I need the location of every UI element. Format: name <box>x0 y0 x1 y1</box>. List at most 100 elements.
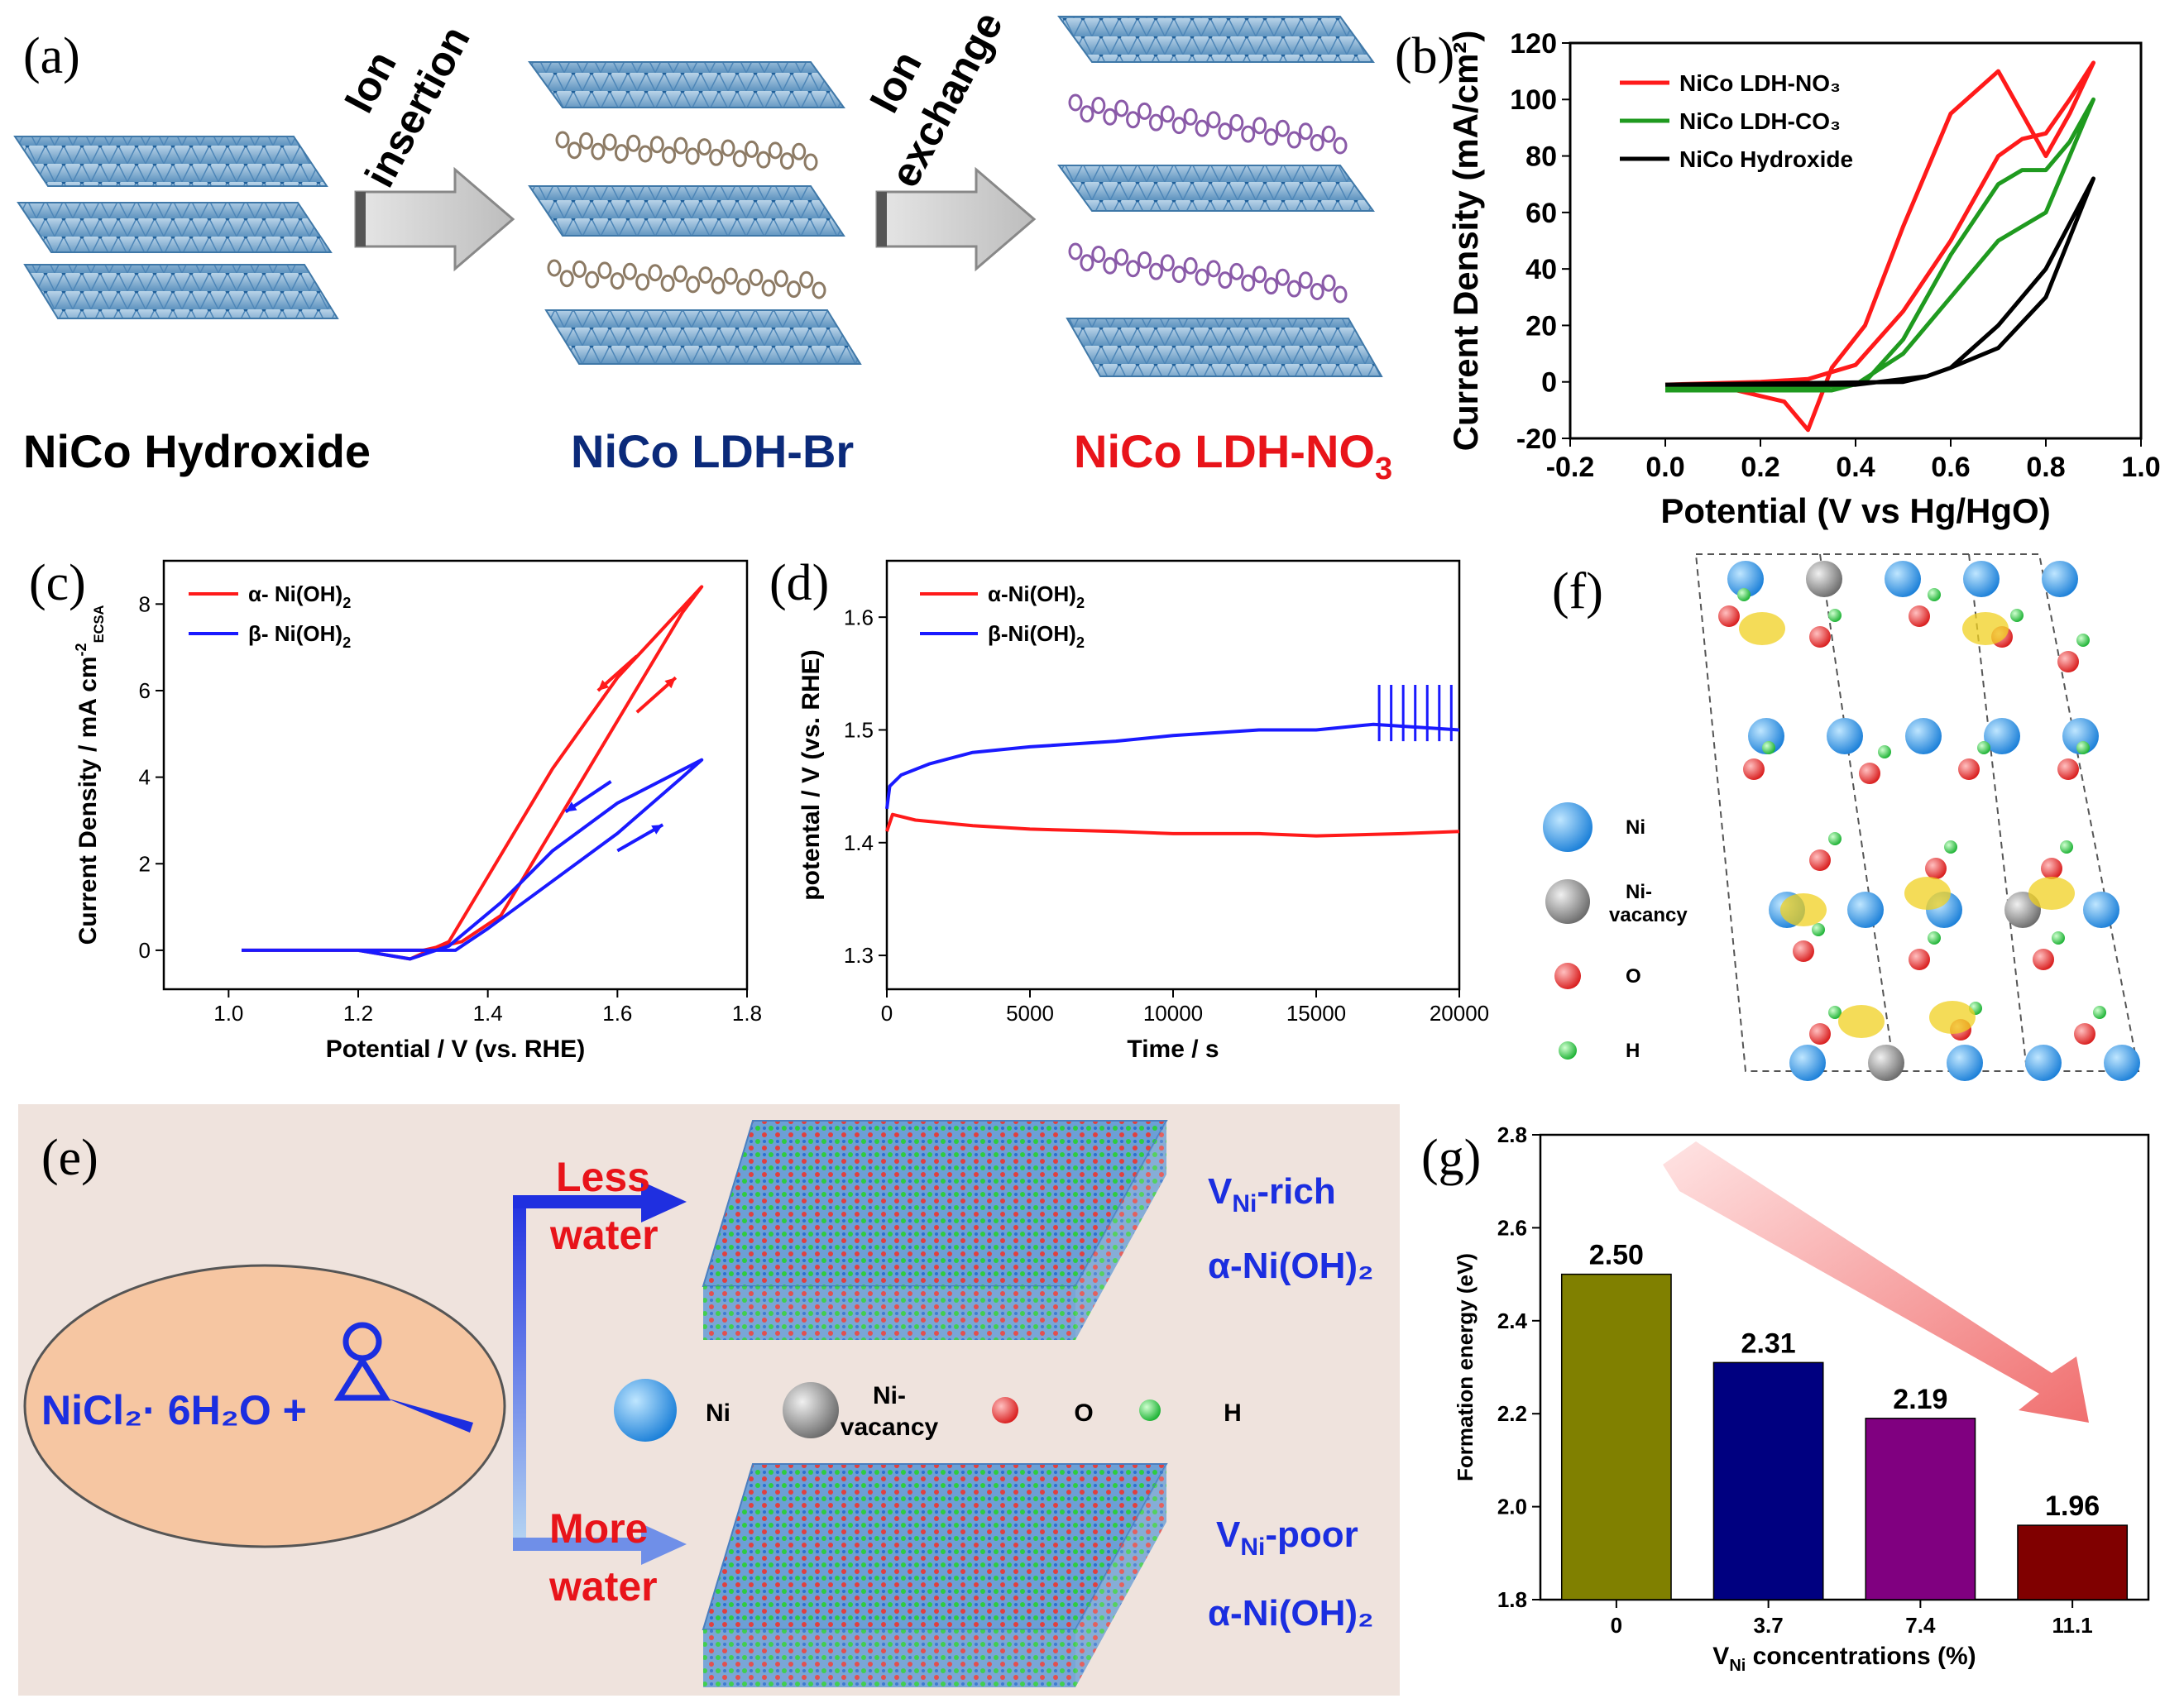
crystal-atom <box>1878 745 1891 758</box>
x-axis-label: VNi concentrations (%) <box>1712 1643 1976 1675</box>
interlayer-ion <box>1321 125 1336 143</box>
crystal-atom <box>2062 718 2099 754</box>
x-tick-label: 0.8 <box>2026 452 2065 483</box>
x-tick-label: 1.8 <box>732 1001 762 1026</box>
interlayer-ion <box>1171 117 1186 135</box>
interlayer-ion <box>779 152 794 170</box>
legend-e: Ni Ni-vacancy O H <box>614 1379 1242 1442</box>
interlayer-ion <box>1160 105 1175 123</box>
interlayer-ion <box>1195 119 1209 137</box>
panel-c-label: (c) <box>29 555 86 611</box>
panel-d: (d) 0 5000 10000 15000 20000 1.3 1.4 1.5 1.6 Time… <box>769 555 1489 1063</box>
y-tick-label: 1.6 <box>844 605 874 629</box>
x-tick-label: 15000 <box>1286 1001 1346 1026</box>
crystal-atom <box>2060 840 2073 854</box>
series-line-1 <box>242 758 704 961</box>
bar <box>1560 1273 1672 1600</box>
interlayer-ion <box>1206 111 1221 129</box>
legend-label: β-Ni(OH)2 <box>988 621 1085 651</box>
alpha-niooh-lower: α-Ni(OH)₂ <box>1208 1593 1374 1634</box>
crystal-atom <box>2093 1006 2106 1019</box>
interlayer-ion <box>711 276 726 294</box>
crystal-atom <box>1859 763 1880 784</box>
series-line-1 <box>1665 97 2095 393</box>
legend-ball <box>1559 1041 1577 1060</box>
interlayer-ion <box>649 136 664 154</box>
charge-isosurface <box>2028 877 2075 910</box>
interlayer-ion <box>547 259 562 277</box>
crystal-atom <box>1718 605 1740 627</box>
interlayer-ion <box>768 141 783 160</box>
bar <box>2017 1524 2129 1600</box>
y-axis-label-sub: ECSA <box>92 605 107 643</box>
vni-poor-label: VNi-poor <box>1216 1514 1358 1561</box>
interlayer-ion <box>1321 274 1336 292</box>
interlayer-ion <box>1206 260 1221 278</box>
interlayer-ion <box>1229 113 1244 132</box>
interlayer-ion <box>1229 262 1244 280</box>
interlayer-ion <box>638 145 653 163</box>
y-tick-label: 1.5 <box>844 718 874 743</box>
crystal-atom <box>1737 588 1751 601</box>
caption-nico-hydroxide: NiCo Hydroxide <box>23 425 371 477</box>
interlayer-ion <box>1114 248 1129 266</box>
crystal-atom <box>1828 609 1842 622</box>
legend-label: NiCo LDH-NO₃ <box>1679 70 1841 96</box>
interlayer-ion <box>709 148 724 166</box>
crystal-atom <box>2052 931 2065 945</box>
interlayer-ion <box>732 150 747 168</box>
bar <box>1712 1361 1824 1600</box>
interlayer-ion <box>1218 271 1233 289</box>
interlayer-ion <box>1195 268 1209 286</box>
interlayer-ion <box>1068 93 1083 112</box>
crystal-atom <box>2041 858 2062 879</box>
series-line-0 <box>885 812 1460 838</box>
crystal-atom <box>1909 605 1930 627</box>
panel-a: (a) Ion insertion Ion exchange <box>13 4 1392 486</box>
plot-frame <box>885 559 1461 991</box>
legend-label-sub: 2 <box>1076 595 1085 611</box>
crystal-atom <box>1809 1023 1831 1045</box>
panel-g-label: (g) <box>1421 1130 1481 1186</box>
bar-value-label: 2.31 <box>1741 1328 1796 1359</box>
interlayer-ion <box>1298 271 1313 289</box>
interlayer-ion <box>812 281 826 299</box>
interlayer-ion <box>567 141 582 160</box>
y-tick-label: 2.6 <box>1497 1215 1527 1240</box>
interlayer-ion <box>1298 122 1313 141</box>
legend-ball <box>992 1397 1018 1423</box>
crystal-atom <box>2076 741 2090 754</box>
panel-d-label: (d) <box>769 555 829 611</box>
legend-label: vacancy <box>841 1414 939 1441</box>
crystal-atom <box>1928 931 1941 945</box>
interlayer-ion <box>756 151 771 169</box>
crystal-atom <box>1944 840 1957 854</box>
interlayer-ion <box>736 278 751 296</box>
y-tick-label: 1.3 <box>844 943 874 968</box>
panel-e: (e) NiCl₂· 6H₂O + Less water More water <box>18 1104 1400 1696</box>
series-line-1 <box>885 722 1460 810</box>
interlayer-ion <box>697 138 711 156</box>
interlayer-ion <box>1252 117 1267 135</box>
interlayer-ion <box>635 273 650 291</box>
legend-label: Ni <box>706 1399 730 1427</box>
interlayer-ion <box>1148 262 1163 280</box>
x-tick-label: 0.0 <box>1645 452 1684 483</box>
plot-frame <box>162 559 749 991</box>
interlayer-ion <box>673 136 688 155</box>
interlayer-ion <box>648 264 663 282</box>
plot-frame <box>1539 1133 2150 1601</box>
interlayer-ion <box>1241 125 1256 143</box>
charge-isosurface <box>1962 612 2009 645</box>
chart-g: 1.8 2.0 2.2 2.4 2.6 2.8 2.50 0 2.31 3.7 2.19 7.4 1.9… <box>1453 1122 2150 1675</box>
panel-g: (g) 1.8 2.0 2.2 2.4 2.6 2.8 2.50 0 2.31 3.7 2.19 7.… <box>1421 1122 2150 1675</box>
plot-frame <box>1569 41 2143 440</box>
y-tick-label: 0 <box>139 938 151 963</box>
interlayer-ion <box>1137 102 1152 120</box>
y-axis-label-sup: -2 <box>73 643 89 656</box>
crystal-atom <box>1928 588 1941 601</box>
interlayer-ion <box>662 146 677 164</box>
interlayer-ion <box>1183 108 1198 126</box>
panel-f: (f) Ni Ni-vacancy O H <box>1543 553 2140 1081</box>
bar <box>1865 1418 1976 1600</box>
